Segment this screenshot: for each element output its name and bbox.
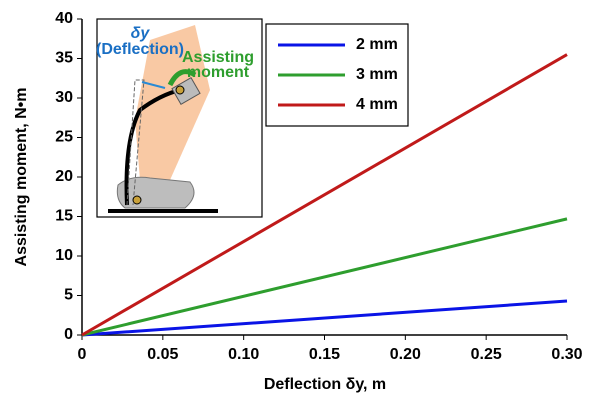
x-axis-label: Deflection δy, m	[264, 376, 386, 393]
x-tick-label: 0.05	[147, 346, 178, 363]
x-tick-label: 0	[78, 346, 87, 363]
x-tick-label: 0.25	[471, 346, 502, 363]
inset-annotation: δy	[131, 25, 151, 42]
y-tick-label: 20	[55, 168, 73, 185]
inset-annotation: moment	[187, 64, 250, 81]
y-tick-label: 30	[55, 89, 73, 106]
x-tick-label: 0.30	[551, 346, 582, 363]
legend-label: 2 mm	[356, 36, 398, 53]
y-tick-label: 0	[64, 326, 73, 343]
y-axis-label: Assisting moment, N•m	[13, 88, 30, 267]
inset-annotation: (Deflection)	[96, 41, 184, 58]
y-tick-label: 5	[64, 287, 73, 304]
inset-joint	[176, 86, 184, 94]
legend-label: 3 mm	[356, 66, 398, 83]
inset-joint	[133, 196, 141, 204]
y-tick-label: 25	[55, 129, 73, 146]
inset: δy (Deflection) Assisting moment	[96, 19, 262, 217]
y-tick-label: 15	[55, 208, 73, 225]
y-tick-label: 35	[55, 50, 73, 67]
y-tick-label: 10	[55, 247, 73, 264]
legend-label: 4 mm	[356, 96, 398, 113]
x-tick-label: 0.10	[228, 346, 259, 363]
y-tick-label: 40	[55, 10, 73, 27]
chart: Deflection δy, m Assisting moment, N•m δ…	[0, 0, 589, 403]
x-tick-label: 0.20	[390, 346, 421, 363]
x-tick-label: 0.15	[309, 346, 340, 363]
